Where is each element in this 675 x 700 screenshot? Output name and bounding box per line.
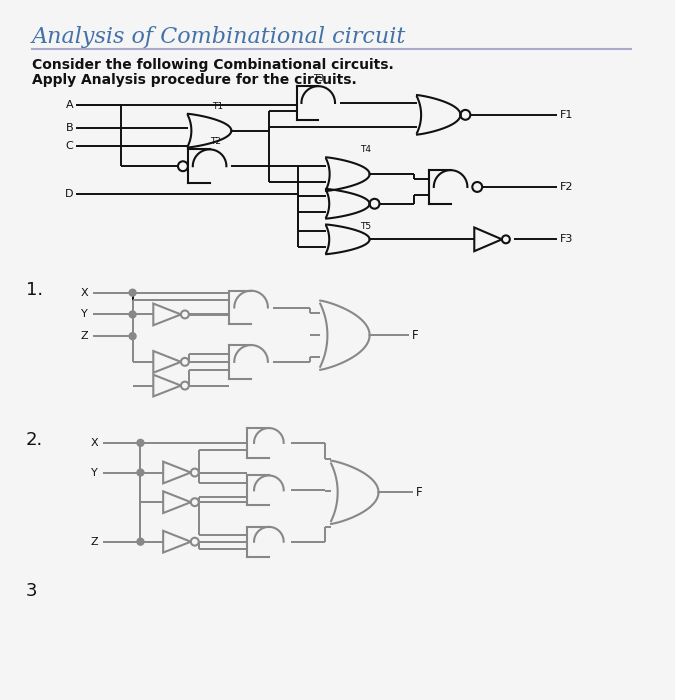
Text: A: A <box>65 100 74 110</box>
Text: Z: Z <box>90 537 98 547</box>
Text: C: C <box>65 141 74 151</box>
Circle shape <box>137 538 144 545</box>
Text: T1: T1 <box>212 102 223 111</box>
Text: Y: Y <box>82 309 88 319</box>
Text: F: F <box>412 329 418 342</box>
Text: Analysis of Combinational circuit: Analysis of Combinational circuit <box>32 26 406 48</box>
Circle shape <box>129 289 136 296</box>
Text: 1.: 1. <box>26 281 43 299</box>
Circle shape <box>129 332 136 340</box>
Text: Consider the following Combinational circuits.: Consider the following Combinational cir… <box>32 57 394 71</box>
Text: Apply Analysis procedure for the circuits.: Apply Analysis procedure for the circuit… <box>32 74 356 88</box>
Text: F: F <box>416 486 423 499</box>
Text: F1: F1 <box>560 110 574 120</box>
Text: D: D <box>65 189 74 199</box>
Text: X: X <box>90 438 98 448</box>
Text: B: B <box>65 122 74 133</box>
Text: Z: Z <box>80 331 88 341</box>
Text: Y: Y <box>91 468 98 477</box>
Text: 2.: 2. <box>26 431 43 449</box>
Text: 3: 3 <box>26 582 37 600</box>
Text: T5: T5 <box>360 221 371 230</box>
Text: F3: F3 <box>560 234 574 244</box>
Text: T2: T2 <box>210 137 221 146</box>
Circle shape <box>137 440 144 447</box>
Circle shape <box>137 469 144 476</box>
Text: F2: F2 <box>560 182 574 192</box>
Circle shape <box>129 311 136 318</box>
Text: T4: T4 <box>360 146 371 155</box>
Text: X: X <box>80 288 88 298</box>
Text: T3: T3 <box>313 74 324 83</box>
